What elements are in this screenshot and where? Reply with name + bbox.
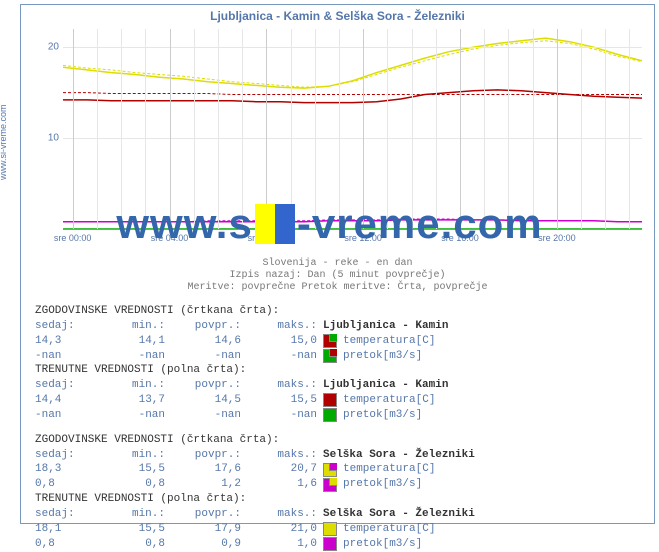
- color-swatch: [323, 408, 337, 422]
- meta-line: Meritve: povprečne Pretok meritve: Črta,…: [21, 282, 654, 294]
- color-swatch: [323, 463, 337, 477]
- meta-line: Slovenija - reke - en dan: [21, 258, 654, 270]
- color-swatch: [323, 334, 337, 348]
- stats-row: 18,315,517,620,7 temperatura[C]: [35, 462, 644, 477]
- stats-tables: ZGODOVINSKE VREDNOSTI (črtkana črta):sed…: [35, 304, 644, 552]
- stats-row: 14,413,714,515,5 temperatura[C]: [35, 393, 644, 408]
- color-swatch: [323, 522, 337, 536]
- x-tick: sre 00:00: [54, 233, 92, 243]
- meta-line: Izpis nazaj: Dan (5 minut povprečje): [21, 270, 654, 282]
- color-swatch: [323, 349, 337, 363]
- stats-colhdr: sedaj:min.:povpr.:maks.:Selška Sora - Že…: [35, 507, 644, 522]
- stats-row: 0,80,81,21,6 pretok[m3/s]: [35, 477, 644, 492]
- stats-colhdr: sedaj:min.:povpr.:maks.:Ljubljanica - Ka…: [35, 319, 644, 334]
- stats-colhdr: sedaj:min.:povpr.:maks.:Ljubljanica - Ka…: [35, 378, 644, 393]
- stats-row: 18,115,517,921,0 temperatura[C]: [35, 522, 644, 537]
- series-lj_temp_curr: [63, 90, 642, 103]
- chart-meta: Slovenija - reke - en danIzpis nazaj: Da…: [21, 258, 654, 294]
- x-tick: sre 16:00: [441, 233, 479, 243]
- series-ss_flow_curr: [63, 220, 642, 222]
- main-frame: Ljubljanica - Kamin & Selška Sora - Žele…: [20, 4, 655, 524]
- chart-svg: [63, 29, 642, 229]
- stats-header: ZGODOVINSKE VREDNOSTI (črtkana črta):: [35, 304, 644, 319]
- x-tick: sre 08:00: [248, 233, 286, 243]
- stats-row: 0,80,80,91,0 pretok[m3/s]: [35, 537, 644, 552]
- stats-row: -nan-nan-nan-nan pretok[m3/s]: [35, 349, 644, 364]
- stats-header: TRENUTNE VREDNOSTI (polna črta):: [35, 492, 644, 507]
- color-swatch: [323, 537, 337, 551]
- color-swatch: [323, 478, 337, 492]
- series-ss_temp_curr: [63, 38, 642, 88]
- chart-area: 1020sre 00:00sre 04:00sre 08:00sre 12:00…: [63, 29, 642, 230]
- color-swatch: [323, 393, 337, 407]
- stats-header: TRENUTNE VREDNOSTI (polna črta):: [35, 363, 644, 378]
- stats-colhdr: sedaj:min.:povpr.:maks.:Selška Sora - Že…: [35, 448, 644, 463]
- site-label: www.si-vreme.com: [0, 104, 8, 180]
- y-tick: 10: [35, 133, 59, 144]
- stats-row: -nan-nan-nan-nan pretok[m3/s]: [35, 408, 644, 423]
- x-tick: sre 20:00: [538, 233, 576, 243]
- chart-title: Ljubljanica - Kamin & Selška Sora - Žele…: [21, 9, 654, 23]
- stats-header: ZGODOVINSKE VREDNOSTI (črtkana črta):: [35, 433, 644, 448]
- x-tick: sre 04:00: [151, 233, 189, 243]
- stats-row: 14,314,114,615,0 temperatura[C]: [35, 334, 644, 349]
- x-tick: sre 12:00: [344, 233, 382, 243]
- y-tick: 20: [35, 42, 59, 53]
